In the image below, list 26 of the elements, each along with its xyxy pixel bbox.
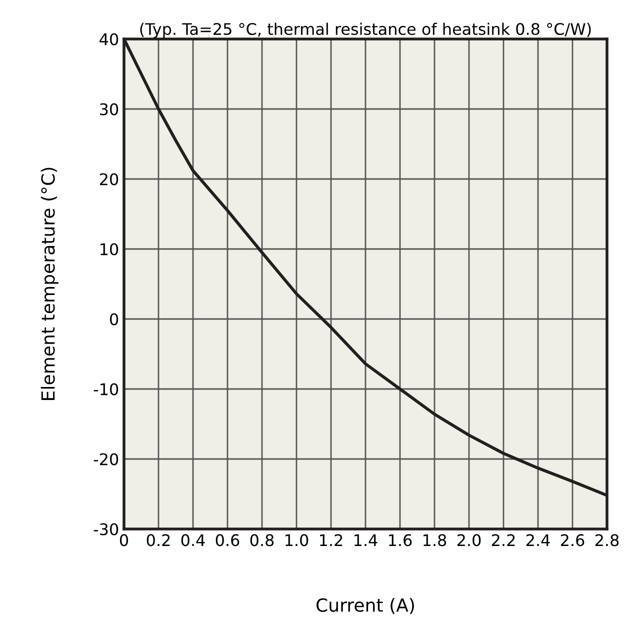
y-tick-label: 20 [100, 173, 118, 186]
x-tick-label: 0.8 [250, 534, 274, 546]
x-tick-label: 1.8 [424, 534, 446, 546]
y-tick-label: 0 [110, 313, 118, 326]
x-tick-label: 1.2 [320, 534, 342, 546]
y-tick-label: 10 [100, 243, 118, 256]
y-tick-label: 40 [100, 33, 118, 46]
x-tick-label: 2.8 [595, 534, 619, 546]
x-tick-label: 0.6 [216, 534, 240, 546]
x-tick-label: 1.6 [389, 534, 412, 546]
y-tick-label: -20 [94, 453, 118, 466]
y-tick-label: -30 [94, 523, 118, 536]
x-tick-label: 2.2 [492, 534, 515, 546]
y-tick-label: -10 [94, 383, 118, 396]
x-axis-title: Current (A) [316, 598, 414, 614]
x-tick-label: 0 [120, 534, 128, 546]
x-tick-label: 1.4 [354, 534, 378, 546]
x-tick-label: 2.4 [526, 534, 550, 546]
y-tick-label: 30 [100, 103, 118, 116]
y-axis-title: Element temperature (°C) [40, 168, 58, 400]
x-tick-label: 0.4 [181, 534, 205, 546]
x-tick-label: 2.0 [457, 534, 481, 546]
chart-title: (Typ. Ta=25 °C, thermal resistance of heatsink 0.8 °C/W) [140, 22, 591, 38]
x-tick-label: 0.2 [146, 534, 170, 546]
x-tick-label: 2.6 [560, 534, 584, 546]
x-tick-label: 1.0 [286, 534, 308, 546]
